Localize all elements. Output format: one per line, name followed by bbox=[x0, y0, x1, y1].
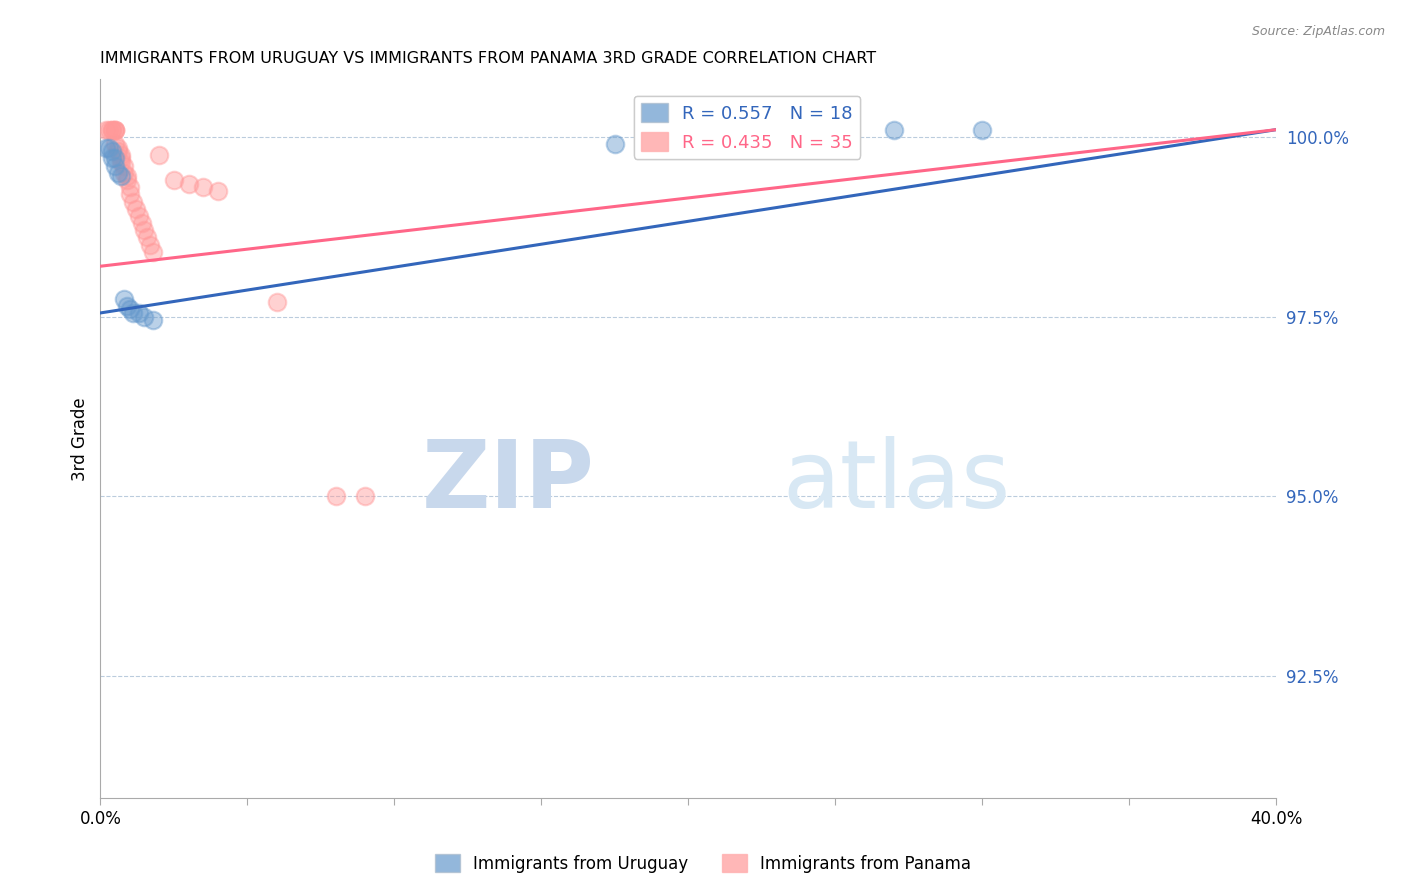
Point bbox=[128, 209, 150, 223]
Point bbox=[104, 152, 127, 166]
Point bbox=[121, 194, 143, 209]
Point bbox=[110, 148, 132, 162]
Point bbox=[110, 169, 132, 184]
Point bbox=[325, 489, 347, 503]
Point bbox=[148, 148, 170, 162]
Point bbox=[101, 152, 124, 166]
Point bbox=[101, 145, 124, 159]
Legend: Immigrants from Uruguay, Immigrants from Panama: Immigrants from Uruguay, Immigrants from… bbox=[429, 847, 977, 880]
Point bbox=[107, 141, 129, 155]
Text: ZIP: ZIP bbox=[422, 436, 595, 528]
Point bbox=[134, 223, 156, 237]
Y-axis label: 3rd Grade: 3rd Grade bbox=[72, 397, 89, 481]
Point bbox=[163, 173, 186, 187]
Point bbox=[112, 159, 135, 173]
Text: Source: ZipAtlas.com: Source: ZipAtlas.com bbox=[1251, 25, 1385, 38]
Point bbox=[603, 136, 626, 151]
Legend: R = 0.557   N = 18, R = 0.435   N = 35: R = 0.557 N = 18, R = 0.435 N = 35 bbox=[634, 95, 860, 159]
Text: IMMIGRANTS FROM URUGUAY VS IMMIGRANTS FROM PANAMA 3RD GRADE CORRELATION CHART: IMMIGRANTS FROM URUGUAY VS IMMIGRANTS FR… bbox=[100, 51, 876, 66]
Point bbox=[131, 216, 153, 230]
Point bbox=[98, 122, 121, 136]
Point bbox=[112, 166, 135, 180]
Point bbox=[142, 244, 165, 259]
Point bbox=[98, 141, 121, 155]
Point bbox=[101, 122, 124, 136]
Point bbox=[124, 202, 146, 216]
Point bbox=[883, 122, 905, 136]
Point bbox=[107, 166, 129, 180]
Point bbox=[128, 306, 150, 320]
Point bbox=[972, 122, 994, 136]
Point bbox=[177, 177, 200, 191]
Point bbox=[115, 169, 138, 184]
Point bbox=[121, 306, 143, 320]
Point bbox=[134, 310, 156, 324]
Point bbox=[101, 122, 124, 136]
Point bbox=[110, 152, 132, 166]
Text: atlas: atlas bbox=[782, 436, 1011, 528]
Point bbox=[193, 180, 215, 194]
Point bbox=[266, 295, 288, 310]
Point bbox=[104, 122, 127, 136]
Point bbox=[104, 159, 127, 173]
Point bbox=[110, 155, 132, 169]
Point bbox=[104, 122, 127, 136]
Point bbox=[112, 292, 135, 306]
Point bbox=[96, 122, 118, 136]
Point bbox=[118, 187, 141, 202]
Point bbox=[107, 145, 129, 159]
Point bbox=[136, 230, 159, 244]
Point bbox=[118, 180, 141, 194]
Point bbox=[207, 184, 229, 198]
Point bbox=[142, 313, 165, 327]
Point bbox=[118, 302, 141, 317]
Point bbox=[104, 122, 127, 136]
Point bbox=[96, 141, 118, 155]
Point bbox=[354, 489, 377, 503]
Point bbox=[115, 173, 138, 187]
Point bbox=[115, 299, 138, 313]
Point bbox=[139, 237, 162, 252]
Point bbox=[104, 136, 127, 151]
